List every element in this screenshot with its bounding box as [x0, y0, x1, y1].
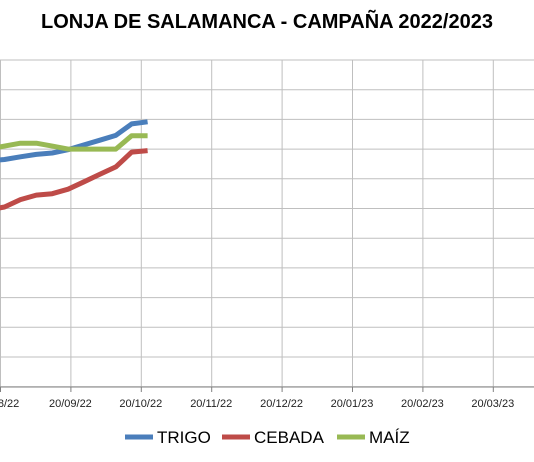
x-tick-label: 20/03/23 — [471, 398, 514, 410]
x-tick-label: 20/11/22 — [190, 398, 232, 410]
x-tick-labels: …08/22 20/09/22 20/10/22 20/11/22 20/12/22 20… — [0, 398, 514, 410]
series-lines — [0, 119, 148, 211]
x-tick-label: 20/01/23 — [331, 398, 374, 410]
grid — [0, 59, 534, 392]
legend-label: CEBADA — [254, 428, 325, 447]
x-tick-label: 20/02/23 — [401, 398, 444, 410]
x-tick-label: 20/12/22 — [260, 398, 303, 410]
legend: TRIGO CEBADA MAÍZ — [125, 428, 410, 447]
series-line-cebada — [0, 148, 148, 211]
x-tick-label: 20/09/22 — [49, 398, 92, 410]
legend-label: TRIGO — [157, 428, 211, 447]
series-line-maíz — [0, 133, 148, 152]
x-tick-label: 20/10/22 — [119, 398, 162, 410]
chart-title: LONJA DE SALAMANCA - CAMPAÑA 2022/2023 — [41, 11, 493, 33]
x-tick-label: …08/22 — [0, 398, 19, 410]
legend-label: MAÍZ — [369, 428, 410, 447]
